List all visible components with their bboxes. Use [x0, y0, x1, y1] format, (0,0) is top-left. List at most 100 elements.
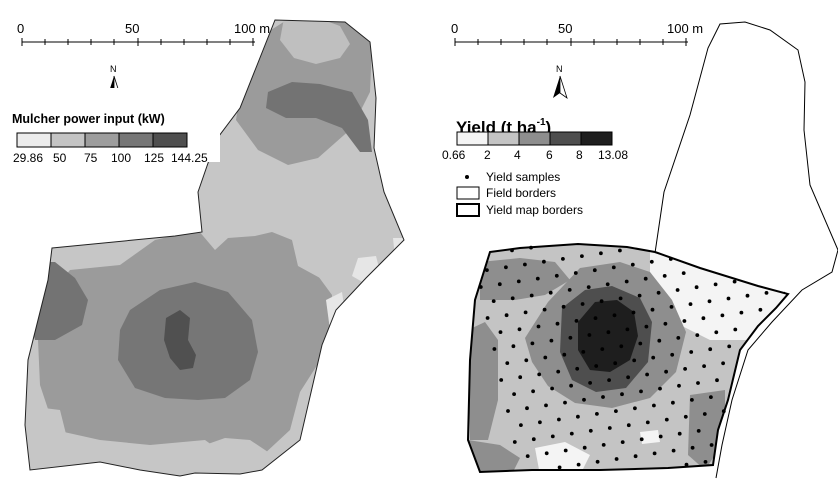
right-legend-break-3: 4	[514, 148, 521, 162]
yield-sample-point	[523, 310, 528, 315]
yield-sample-point	[713, 282, 718, 287]
yield-sample-point	[512, 392, 516, 396]
right-scale-bar: 0 50 100 m	[451, 21, 703, 46]
left-legend-break-4: 100	[111, 151, 131, 165]
yield-sample-point	[582, 445, 587, 450]
yield-sample-point	[607, 378, 611, 382]
yield-sample-point	[732, 279, 737, 284]
yield-sample-point	[633, 454, 638, 459]
yield-sample-point	[675, 288, 680, 292]
yield-sample-point	[505, 361, 510, 365]
yield-sample-point	[573, 271, 578, 275]
yield-sample-point	[619, 344, 624, 349]
left-legend-break-3: 75	[84, 151, 98, 165]
yield-sample-point	[485, 268, 489, 272]
yield-sample-point	[544, 403, 548, 408]
yield-sample-point	[620, 392, 624, 397]
yield-sample-point	[683, 414, 688, 419]
yield-sample-point	[611, 265, 616, 270]
yield-sample-point	[499, 378, 504, 382]
right-legend: Yield (t ha-1) 0.66 2 4 6 8 13.08 Yield …	[442, 117, 628, 217]
yield-sample-point	[618, 296, 623, 301]
yield-sample-point	[626, 375, 630, 380]
yield-sample-point	[701, 316, 706, 321]
right-legend-break-5: 8	[576, 148, 583, 162]
yield-sample-point	[664, 369, 668, 374]
yield-sample-point	[568, 335, 573, 340]
yield-sample-point	[562, 352, 567, 357]
yield-sample-point	[688, 302, 693, 306]
yield-sample-point	[498, 330, 503, 334]
yield-sample-point	[538, 420, 542, 425]
yield-sample-point	[593, 316, 598, 320]
yield-sample-point	[658, 434, 663, 439]
yield-sample-point	[510, 248, 514, 253]
yield-sample-point	[491, 299, 496, 303]
yield-sample-point	[516, 279, 521, 284]
yield-sample-point	[612, 313, 617, 318]
yield-sample-point	[601, 395, 605, 399]
yield-sample-point	[588, 381, 592, 385]
yield-sample-point	[569, 431, 574, 436]
yield-sample-point	[529, 245, 533, 250]
yield-sample-point	[639, 389, 643, 394]
yield-sample-point	[638, 341, 643, 346]
yield-sample-point	[714, 330, 719, 335]
yield-sample-point	[625, 327, 630, 332]
left-legend-break-1: 29.86	[13, 151, 43, 165]
left-legend-title: Mulcher power input (kW)	[12, 112, 165, 126]
yield-sample-point	[631, 310, 636, 315]
yield-sample-point	[630, 262, 635, 267]
right-legend-swatch-4	[549, 131, 582, 146]
yield-sample-point	[726, 296, 731, 301]
yield-sample-point	[517, 327, 522, 332]
yield-sample-point	[595, 459, 600, 464]
yield-sample-point	[588, 428, 593, 433]
yield-sample-point	[519, 423, 523, 427]
right-legend-break-2: 2	[484, 148, 491, 162]
left-legend-swatch-1	[16, 132, 52, 148]
yield-sample-point	[531, 389, 535, 394]
yield-sample-point	[525, 406, 529, 411]
yield-sample-point	[575, 366, 580, 371]
left-legend-break-5: 125	[144, 151, 164, 165]
yield-sample-point	[582, 397, 586, 402]
yield-sample-point	[524, 358, 529, 363]
yield-sample-point	[601, 443, 606, 447]
yield-sample-point	[510, 296, 515, 301]
yield-sample-point	[537, 372, 542, 377]
left-scale-bar: 0 50 100 m	[17, 21, 270, 46]
yield-sample-point	[684, 462, 689, 467]
yield-sample-point	[581, 350, 586, 354]
left-map: 0 50 100 m N	[5, 19, 405, 477]
yield-sample-point	[652, 403, 656, 408]
yield-sample-point	[605, 282, 610, 287]
yield-sample-point	[670, 352, 675, 357]
yield-sample-point	[580, 302, 585, 306]
yield-sample-point	[543, 355, 548, 360]
right-legend-break-1: 0.66	[442, 148, 466, 162]
right-legend-title-sup: -1	[537, 117, 546, 128]
right-scale-tick-50: 50	[558, 21, 572, 36]
yield-sample-point	[542, 259, 546, 264]
yield-sample-point	[702, 364, 706, 368]
yield-sample-point	[662, 274, 667, 278]
yield-sample-point	[614, 457, 619, 461]
right-legend-title-close: )	[546, 118, 552, 137]
yield-sample-point	[651, 355, 656, 360]
yield-sample-point	[637, 293, 642, 298]
yield-sample-point	[555, 321, 560, 326]
yield-sample-point	[599, 299, 604, 304]
yield-sample-point	[677, 431, 682, 436]
left-legend: Mulcher power input (kW) 29.86 50 75 100…	[5, 88, 220, 165]
yield-sample-point	[677, 383, 681, 388]
legend-entry-yield-map-borders: Yield map borders	[486, 203, 583, 217]
yield-sample-point	[592, 268, 597, 273]
yield-sample-point	[594, 364, 599, 368]
right-map: 0 50 100 m N	[442, 21, 838, 479]
yield-sample-point	[504, 265, 508, 270]
yield-sample-point	[618, 248, 622, 253]
left-scale-tick-0: 0	[17, 21, 24, 36]
yield-sample-point	[485, 316, 490, 320]
yield-map	[466, 242, 790, 474]
